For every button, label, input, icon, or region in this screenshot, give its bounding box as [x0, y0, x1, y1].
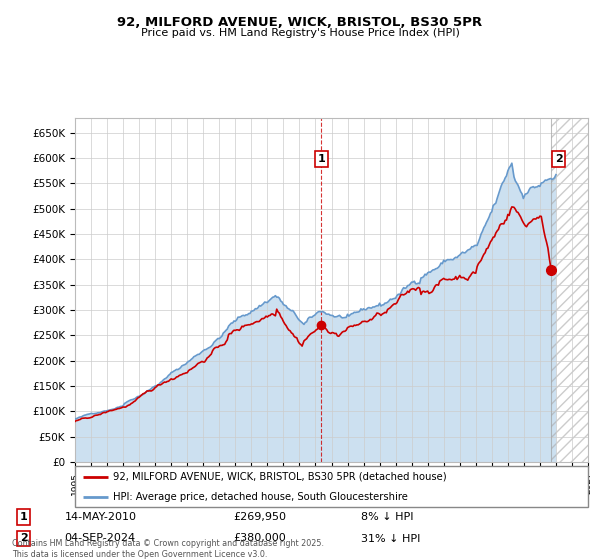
- Text: 2: 2: [555, 154, 563, 164]
- Text: 8% ↓ HPI: 8% ↓ HPI: [361, 512, 414, 522]
- Text: £380,000: £380,000: [233, 534, 286, 543]
- Text: 14-MAY-2010: 14-MAY-2010: [64, 512, 136, 522]
- Text: 92, MILFORD AVENUE, WICK, BRISTOL, BS30 5PR (detached house): 92, MILFORD AVENUE, WICK, BRISTOL, BS30 …: [113, 472, 447, 482]
- Text: 92, MILFORD AVENUE, WICK, BRISTOL, BS30 5PR: 92, MILFORD AVENUE, WICK, BRISTOL, BS30 …: [118, 16, 482, 29]
- Text: 1: 1: [317, 154, 325, 164]
- Text: HPI: Average price, detached house, South Gloucestershire: HPI: Average price, detached house, Sout…: [113, 492, 409, 502]
- Text: 1: 1: [20, 512, 28, 522]
- Text: £269,950: £269,950: [233, 512, 286, 522]
- Text: 04-SEP-2024: 04-SEP-2024: [64, 534, 136, 543]
- Text: 2: 2: [20, 534, 28, 543]
- Text: 31% ↓ HPI: 31% ↓ HPI: [361, 534, 421, 543]
- Text: Price paid vs. HM Land Registry's House Price Index (HPI): Price paid vs. HM Land Registry's House …: [140, 28, 460, 38]
- Text: Contains HM Land Registry data © Crown copyright and database right 2025.
This d: Contains HM Land Registry data © Crown c…: [12, 539, 324, 559]
